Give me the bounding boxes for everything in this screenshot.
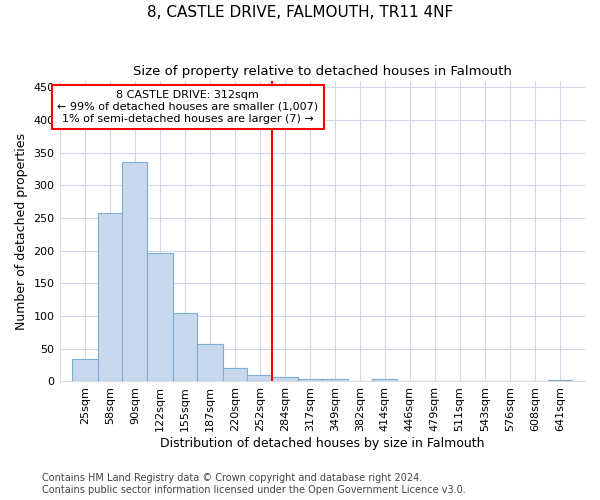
Text: 8, CASTLE DRIVE, FALMOUTH, TR11 4NF: 8, CASTLE DRIVE, FALMOUTH, TR11 4NF: [147, 5, 453, 20]
Bar: [98, 214, 122, 382]
Bar: [272, 377, 298, 382]
Bar: [147, 252, 173, 382]
Text: 8 CASTLE DRIVE: 312sqm
← 99% of detached houses are smaller (1,007)
1% of semi-d: 8 CASTLE DRIVE: 312sqm ← 99% of detached…: [57, 90, 318, 124]
Y-axis label: Number of detached properties: Number of detached properties: [15, 132, 28, 330]
Bar: [72, 358, 98, 382]
Bar: [197, 344, 223, 382]
Bar: [373, 379, 397, 382]
Bar: [247, 375, 272, 382]
X-axis label: Distribution of detached houses by size in Falmouth: Distribution of detached houses by size …: [160, 437, 485, 450]
Bar: [548, 380, 572, 382]
Text: Contains HM Land Registry data © Crown copyright and database right 2024.
Contai: Contains HM Land Registry data © Crown c…: [42, 474, 466, 495]
Bar: [322, 380, 348, 382]
Bar: [298, 380, 322, 382]
Bar: [173, 314, 197, 382]
Bar: [223, 368, 247, 382]
Bar: [122, 162, 147, 382]
Title: Size of property relative to detached houses in Falmouth: Size of property relative to detached ho…: [133, 65, 512, 78]
